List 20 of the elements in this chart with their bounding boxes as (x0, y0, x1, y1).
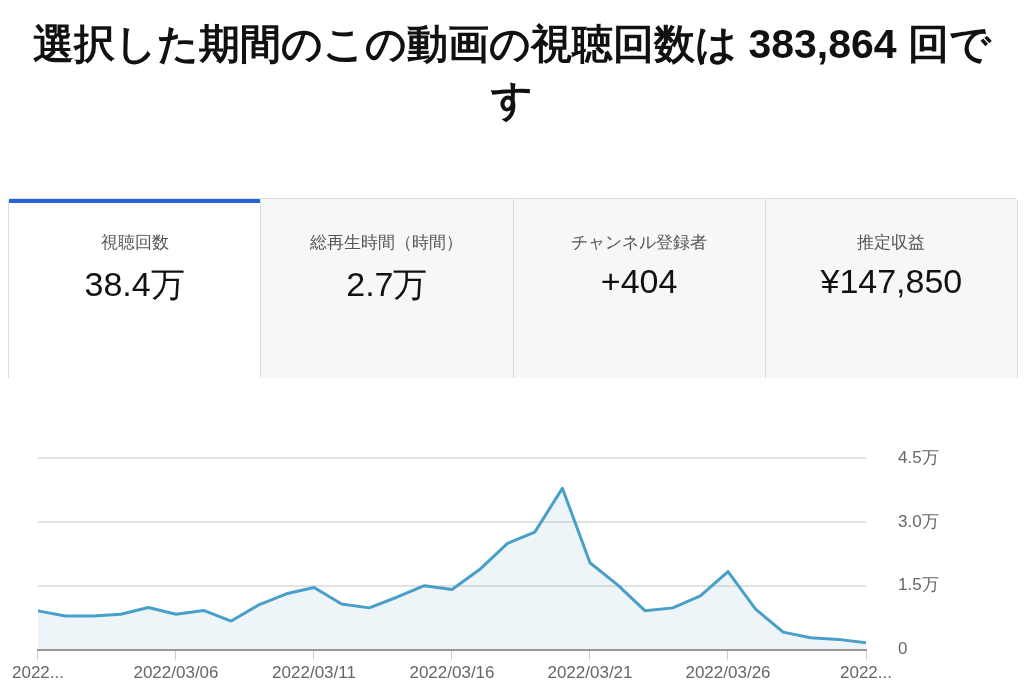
x-tick-label: 2022/03/06 (133, 663, 219, 683)
y-tick-label: 4.5万 (898, 447, 939, 467)
y-tick-label: 1.5万 (898, 575, 939, 595)
y-tick-label: 3.0万 (898, 511, 939, 531)
text: 視聴回数 (99, 232, 170, 254)
x-tick-label: 2022/03/21 (547, 663, 633, 683)
text: 38.4万 (83, 264, 186, 305)
x-tick-label: 2022... (840, 663, 892, 683)
x-tick-label: 2022/03/16 (409, 663, 495, 683)
x-tick-label: 2022/03/26 (685, 663, 771, 683)
y-tick-label: 0 (898, 639, 908, 659)
text: 総再生時間（時間） (309, 232, 465, 254)
x-tick-label: 2022/03/11 (272, 663, 356, 683)
text: 推定収益 (856, 232, 927, 254)
text: ¥147,850 (819, 262, 964, 301)
text: 選択した期間のこの動画の視聴回数は 383,864 回です (32, 20, 993, 125)
text: 2.7万 (345, 264, 429, 305)
text: +404 (599, 262, 679, 301)
text: チャンネル登録者 (570, 232, 709, 254)
x-tick-label: 2022... (11, 663, 64, 683)
